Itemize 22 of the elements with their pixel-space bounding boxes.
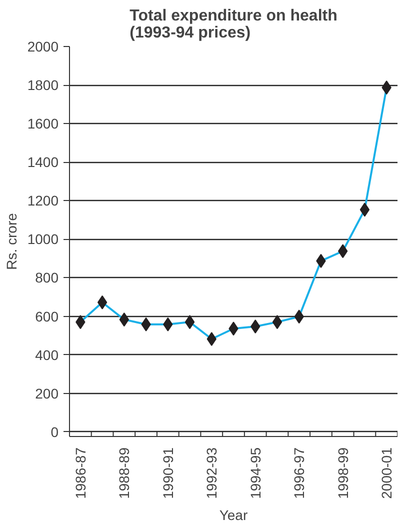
y-tick-label: 1600: [27, 116, 59, 132]
y-tick-label: 1800: [27, 77, 59, 94]
y-tick-label: 600: [35, 308, 59, 324]
y-tick-label: 0: [50, 424, 59, 440]
x-tick-label: 1988-89: [116, 447, 132, 499]
chart-title: Total expenditure on health (1993-94 prices): [130, 8, 338, 42]
x-axis-title: Year: [219, 506, 248, 523]
x-tick-label: 1990-91: [160, 447, 176, 499]
x-tick-label: 1992-93: [204, 447, 220, 499]
x-tick-label: 1996-97: [291, 447, 308, 499]
y-axis-title: Rs. crore: [3, 212, 20, 270]
x-tick-label: 1994-95: [247, 447, 264, 499]
y-tick-label: 400: [35, 346, 59, 363]
x-tick-label: 1986-87: [72, 447, 88, 499]
y-tick-label: 1000: [27, 231, 59, 248]
y-tick-label: 1400: [27, 154, 59, 170]
y-tick-label: 200: [35, 385, 59, 402]
y-tick-label: 800: [35, 270, 59, 286]
y-tick-label: 1200: [27, 192, 59, 209]
x-tick-label: 2000-01: [378, 447, 395, 499]
x-tick-label: 1998-99: [334, 447, 351, 499]
y-tick-label: 2000: [27, 38, 59, 54]
